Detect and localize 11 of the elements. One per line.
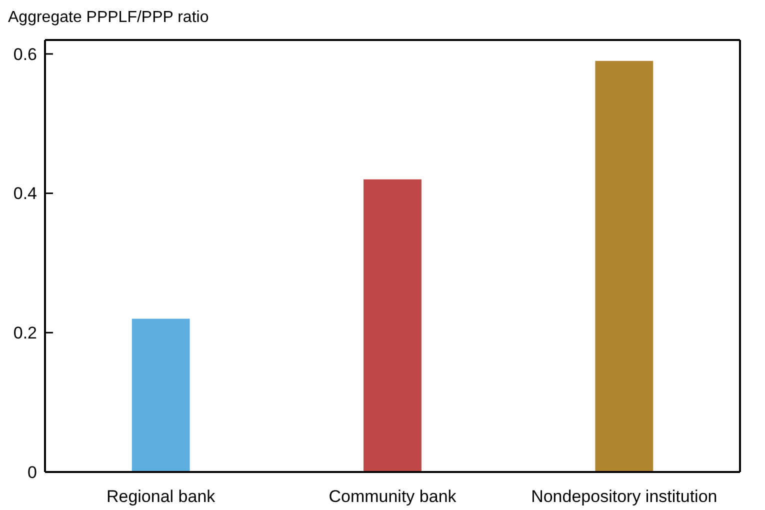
y-tick-label: 0.4 [13,184,37,204]
y-axis-title: Aggregate PPPLF/PPP ratio [8,9,209,26]
bar [595,60,654,472]
x-tick-label: Community bank [328,487,457,506]
y-tick-label: 0 [28,462,37,482]
bar [364,179,422,472]
bar [132,318,190,472]
x-tick-label: Nondepository institution [531,487,718,506]
x-tick-label: Regional bank [106,487,216,506]
y-tick-label: 0.2 [13,324,37,343]
y-tick-label: 0.6 [13,44,37,64]
